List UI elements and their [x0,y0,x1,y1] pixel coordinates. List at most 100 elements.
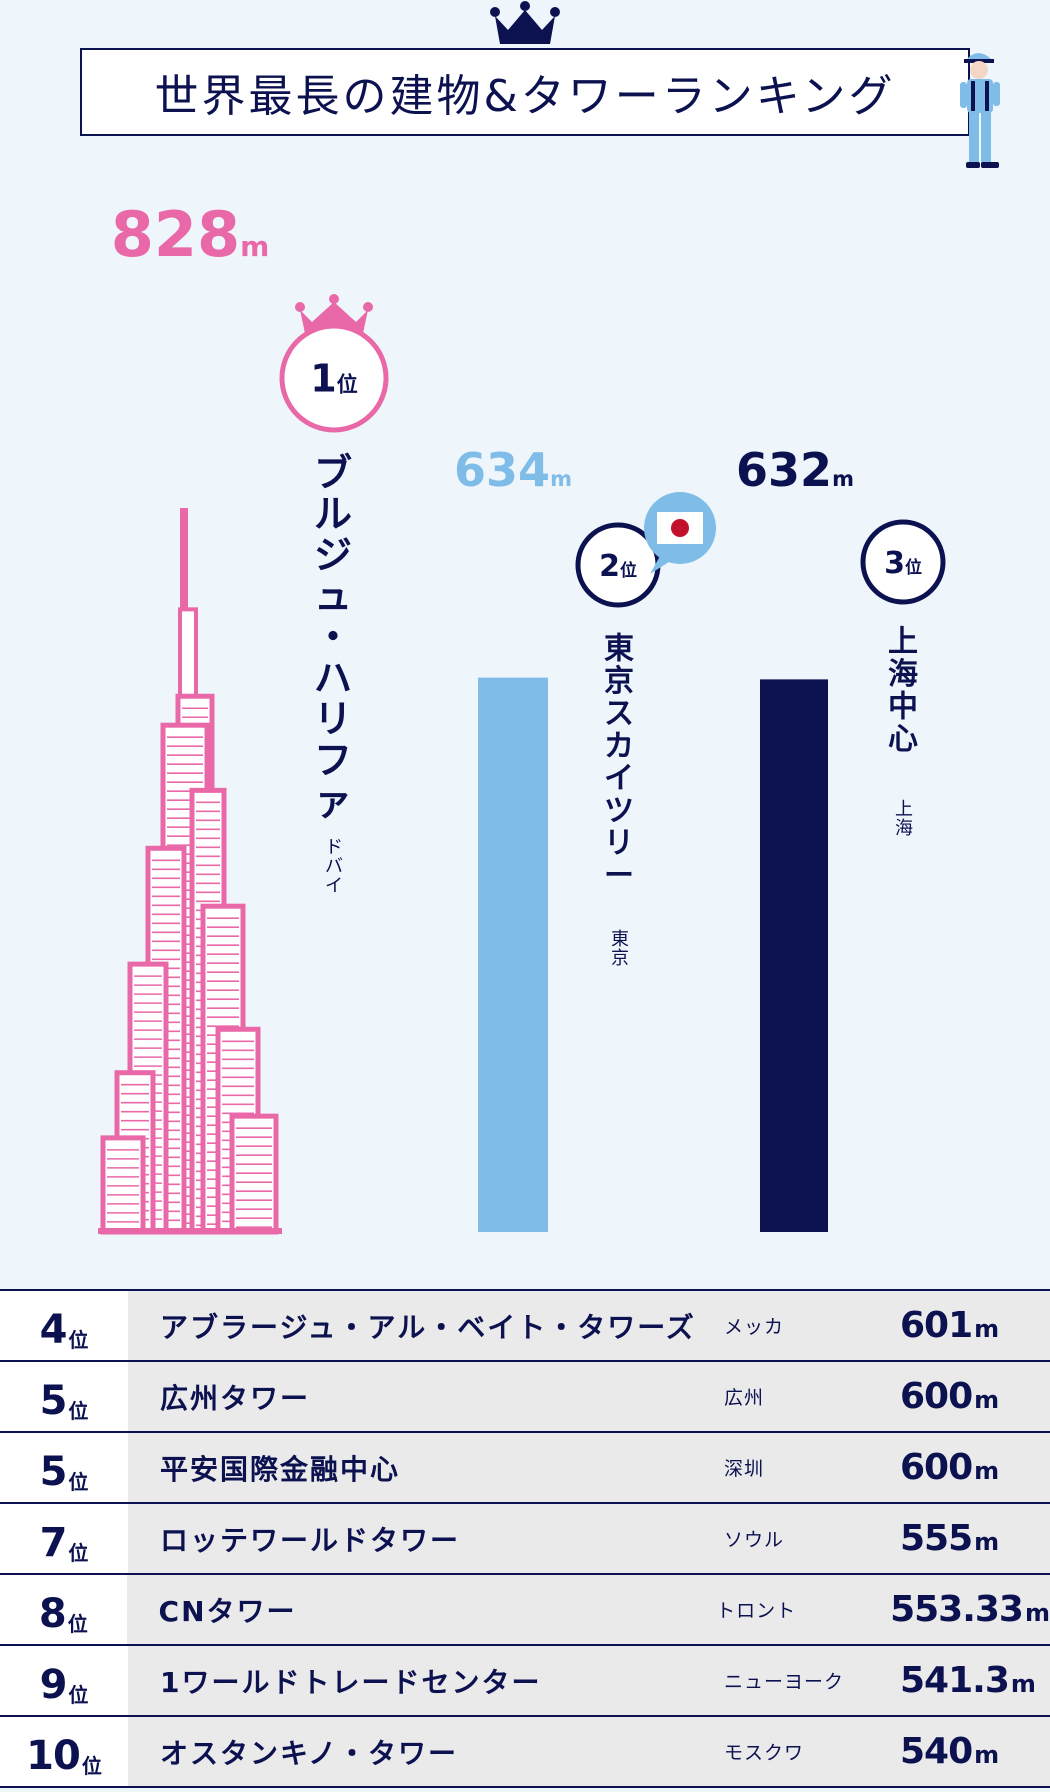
rank-suffix: 位 [68,1399,89,1423]
building-name: オスタンキノ・タワー [160,1736,459,1770]
bar-1-name-char: ブ [314,451,352,495]
value-label: 634m [454,443,572,497]
city-name: 広州 [724,1387,765,1409]
bar-1-city-char: ド [325,837,343,858]
building-name: 1ワールドトレードセンター [160,1665,542,1699]
crown-icon [490,1,560,44]
rank-number: 4 [39,1307,68,1353]
rank-number: 3 [884,546,905,581]
page-title: 世界最長の建物&タワーランキング [154,71,896,122]
value-number: 634 [454,443,550,497]
rank-badge-circle [860,519,946,605]
rank-badge-text: 2位 [599,549,637,584]
rank-badge-text: 1位 [310,357,357,401]
rank-suffix: 位 [905,557,922,578]
rank-number: 10 [26,1733,81,1779]
rank-suffix: 位 [620,560,637,581]
height-unit: m [974,1528,1000,1556]
building-name: 広州タワー [160,1381,311,1415]
rank-number: 7 [39,1520,68,1566]
bar-1-name-char: ・ [314,615,352,659]
value-label: 632m [736,443,854,497]
bar-2-city: 東京 [611,929,629,969]
bar-1-tower [98,507,282,1235]
bar-3-name-char: 海 [888,657,918,692]
value-unit: m [550,467,572,491]
city-name: モスクワ [724,1742,805,1764]
value-unit: m [832,467,854,491]
rank-badge-text: 3位 [884,546,922,581]
value-number: 828 [111,198,240,271]
bar-2-name-char: 東 [604,632,634,667]
bar-1-name-char: ュ [314,574,352,618]
bar-1-city-char: バ [325,856,343,877]
rank-number: 5 [39,1449,68,1495]
height-cell: 540 m [900,1731,1050,1772]
height-unit: m [974,1315,1000,1343]
title-box: 世界最長の建物&タワーランキング [80,48,970,136]
bar-3-name-char: 心 [888,722,918,757]
height-value: 601 [900,1305,973,1346]
height-cell: 553.33 m [890,1589,1050,1630]
crown-dot [329,294,339,304]
height-value: 600 [900,1447,973,1488]
bar-1-name-char: ジ [314,533,352,577]
rank-number: 1 [310,357,336,401]
height-cell: 541.3 m [900,1660,1050,1701]
bar-3-city-char: 海 [895,818,913,839]
bar-3-city-char: 上 [895,799,913,820]
rank-number: 9 [39,1662,68,1708]
height-value: 541.3 [900,1660,1010,1701]
bar-1-name-char: フ [314,738,352,782]
rank-suffix: 位 [81,1754,102,1778]
value-label-text: 634m [454,443,572,497]
table-row: 5 位広州タワー 広州 600 m [0,1362,1050,1433]
height-value: 553.33 [890,1589,1024,1630]
value-unit: m [240,230,269,263]
height-unit: m [1010,1670,1036,1698]
bar-3-name-char: 上 [888,625,918,660]
value-label: 828m [111,198,270,271]
city-name: 深圳 [724,1458,765,1480]
bar-1-city: ドバイ [325,837,343,897]
height-unit: m [974,1386,1000,1414]
table-row: 10 位オスタンキノ・タワー モスクワ 540 m [0,1717,1050,1788]
rank-suffix: 位 [68,1470,89,1494]
bar-1-name-char: ハ [314,656,352,700]
value-number: 632 [736,443,832,497]
rank-suffix: 位 [68,1541,89,1565]
rank-number: 2 [599,549,620,584]
rank-number: 8 [38,1591,67,1637]
height-unit: m [974,1457,1000,1485]
rank-suffix: 位 [68,1683,89,1707]
rank-badge: 3位 [860,519,946,605]
bar-2-name-char: リ [604,826,634,861]
city-name: ニューヨーク [724,1671,845,1693]
bar-1-city-char: イ [325,876,343,897]
rank-suffix: 位 [67,1612,88,1636]
bar-3-name-char: 中 [888,689,918,724]
height-cell: 555 m [900,1518,1050,1559]
building-name: アブラージュ・アル・ベイト・タワーズ [160,1310,696,1344]
bar-2 [478,677,548,1232]
building-name: 平安国際金融中心 [160,1452,401,1486]
rank-suffix: 位 [337,373,358,397]
rank-cell: 10 位 [0,1717,128,1786]
value-label-text: 632m [736,443,854,497]
bar-1-name-char: リ [314,697,352,741]
bar-2-name-char: 京 [604,664,634,699]
rank-badge: 1位 [279,323,389,433]
height-cell: 600 m [900,1447,1050,1488]
crown-dot [295,302,305,312]
table-row: 4 位アブラージュ・アル・ベイト・タワーズ メッカ 601 m [0,1291,1050,1362]
height-unit: m [974,1741,1000,1769]
city-name: ソウル [724,1529,785,1551]
table-row: 8 位 CNタワー トロント 553.33 m [0,1575,1050,1646]
japan-flag-icon [644,492,716,574]
city-name: トロント [716,1600,797,1622]
